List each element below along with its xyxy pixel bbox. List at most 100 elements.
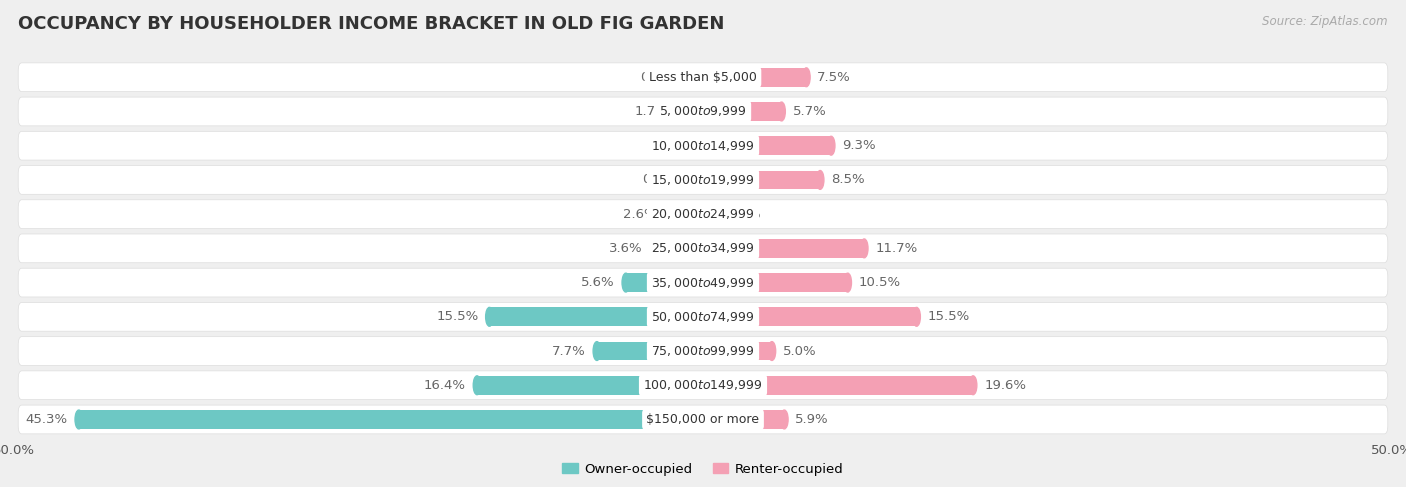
Text: 0.57%: 0.57% xyxy=(643,173,685,187)
FancyBboxPatch shape xyxy=(18,131,1388,160)
Bar xyxy=(703,376,973,394)
Bar xyxy=(679,102,703,121)
Bar xyxy=(703,273,848,292)
Bar xyxy=(703,341,772,360)
Text: $25,000 to $34,999: $25,000 to $34,999 xyxy=(651,242,755,255)
Circle shape xyxy=(844,273,852,292)
Circle shape xyxy=(699,102,707,121)
Circle shape xyxy=(803,68,810,87)
Bar xyxy=(703,102,782,121)
Text: 9.3%: 9.3% xyxy=(842,139,876,152)
Text: $75,000 to $99,999: $75,000 to $99,999 xyxy=(651,344,755,358)
Text: Less than $5,000: Less than $5,000 xyxy=(650,71,756,84)
Text: $100,000 to $149,999: $100,000 to $149,999 xyxy=(644,378,762,392)
Circle shape xyxy=(912,307,921,326)
Circle shape xyxy=(75,410,83,429)
Circle shape xyxy=(664,205,671,224)
Circle shape xyxy=(699,341,707,360)
Bar xyxy=(626,273,703,292)
Text: 15.5%: 15.5% xyxy=(436,310,478,323)
Text: OCCUPANCY BY HOUSEHOLDER INCOME BRACKET IN OLD FIG GARDEN: OCCUPANCY BY HOUSEHOLDER INCOME BRACKET … xyxy=(18,15,724,33)
Text: 5.9%: 5.9% xyxy=(796,413,830,426)
FancyBboxPatch shape xyxy=(18,97,1388,126)
Circle shape xyxy=(689,68,697,87)
Legend: Owner-occupied, Renter-occupied: Owner-occupied, Renter-occupied xyxy=(557,457,849,481)
Text: 2.6%: 2.6% xyxy=(623,207,657,221)
Circle shape xyxy=(699,205,707,224)
Text: 11.7%: 11.7% xyxy=(875,242,918,255)
Circle shape xyxy=(699,273,707,292)
Text: $5,000 to $9,999: $5,000 to $9,999 xyxy=(659,105,747,118)
Bar xyxy=(703,205,717,224)
Text: 1.7%: 1.7% xyxy=(634,105,669,118)
Text: 7.5%: 7.5% xyxy=(817,71,851,84)
Circle shape xyxy=(860,239,868,258)
Circle shape xyxy=(768,341,776,360)
Circle shape xyxy=(692,170,699,189)
Bar xyxy=(79,410,703,429)
Bar xyxy=(654,239,703,258)
Bar xyxy=(703,136,831,155)
Text: 7.7%: 7.7% xyxy=(553,344,586,357)
Circle shape xyxy=(699,376,707,394)
Text: 8.5%: 8.5% xyxy=(831,173,865,187)
Circle shape xyxy=(699,341,707,360)
Bar xyxy=(703,68,807,87)
Bar xyxy=(703,410,785,429)
Bar xyxy=(477,376,703,394)
Circle shape xyxy=(699,307,707,326)
Text: 1.0%: 1.0% xyxy=(728,207,762,221)
Circle shape xyxy=(621,273,630,292)
FancyBboxPatch shape xyxy=(18,371,1388,400)
Bar xyxy=(703,239,865,258)
Text: $50,000 to $74,999: $50,000 to $74,999 xyxy=(651,310,755,324)
Text: $20,000 to $24,999: $20,000 to $24,999 xyxy=(651,207,755,221)
Circle shape xyxy=(969,376,977,394)
Circle shape xyxy=(699,273,707,292)
Circle shape xyxy=(593,341,600,360)
Circle shape xyxy=(778,102,786,121)
Circle shape xyxy=(699,136,707,155)
Circle shape xyxy=(780,410,789,429)
Circle shape xyxy=(699,136,707,155)
Circle shape xyxy=(699,410,707,429)
Bar xyxy=(695,170,703,189)
Circle shape xyxy=(474,376,481,394)
Text: $15,000 to $19,999: $15,000 to $19,999 xyxy=(651,173,755,187)
Text: $150,000 or more: $150,000 or more xyxy=(647,413,759,426)
Text: 45.3%: 45.3% xyxy=(25,413,67,426)
Circle shape xyxy=(699,170,707,189)
Circle shape xyxy=(699,307,707,326)
Text: 0.28%: 0.28% xyxy=(647,139,688,152)
Circle shape xyxy=(699,102,707,121)
Circle shape xyxy=(699,376,707,394)
Circle shape xyxy=(827,136,835,155)
FancyBboxPatch shape xyxy=(18,405,1388,434)
Text: 5.7%: 5.7% xyxy=(793,105,827,118)
Circle shape xyxy=(817,170,824,189)
FancyBboxPatch shape xyxy=(18,63,1388,92)
Circle shape xyxy=(699,239,707,258)
Text: $35,000 to $49,999: $35,000 to $49,999 xyxy=(651,276,755,290)
FancyBboxPatch shape xyxy=(18,234,1388,263)
Bar xyxy=(489,307,703,326)
Bar xyxy=(668,205,703,224)
Circle shape xyxy=(699,239,707,258)
Circle shape xyxy=(485,307,494,326)
Text: 19.6%: 19.6% xyxy=(984,379,1026,392)
Circle shape xyxy=(699,170,707,189)
Text: 5.6%: 5.6% xyxy=(581,276,614,289)
Text: 10.5%: 10.5% xyxy=(859,276,901,289)
Text: 3.6%: 3.6% xyxy=(609,242,643,255)
Circle shape xyxy=(699,68,707,87)
Bar xyxy=(703,170,820,189)
FancyBboxPatch shape xyxy=(18,337,1388,365)
Text: 16.4%: 16.4% xyxy=(425,379,465,392)
FancyBboxPatch shape xyxy=(18,302,1388,331)
Text: 5.0%: 5.0% xyxy=(783,344,817,357)
Bar xyxy=(598,341,703,360)
Circle shape xyxy=(699,410,707,429)
Circle shape xyxy=(699,68,707,87)
Circle shape xyxy=(696,136,703,155)
Text: Source: ZipAtlas.com: Source: ZipAtlas.com xyxy=(1263,15,1388,28)
